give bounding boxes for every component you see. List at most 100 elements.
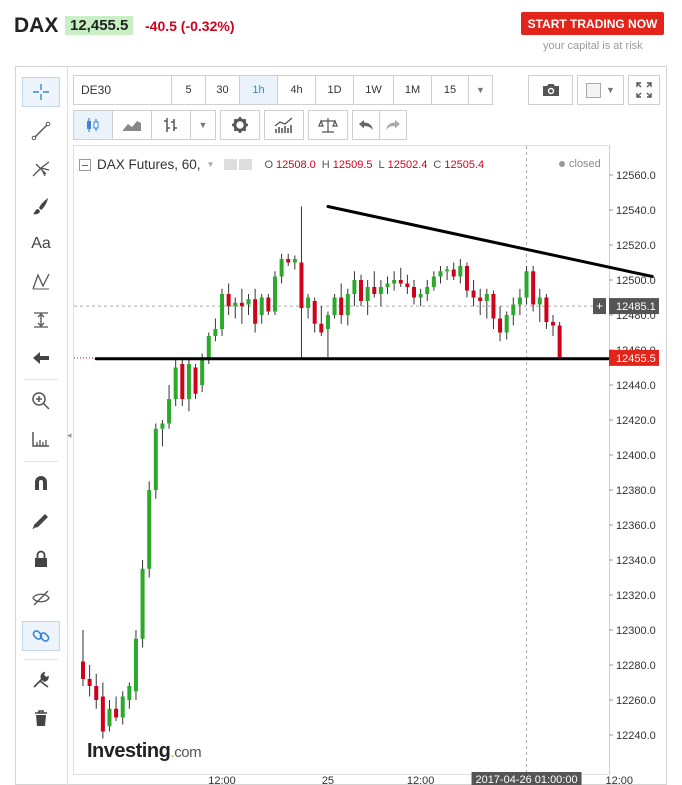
- candle-body: [524, 271, 529, 298]
- candle-body: [412, 287, 416, 298]
- timeframe-1m[interactable]: 1M: [394, 76, 432, 104]
- candle-body: [206, 336, 211, 359]
- candle-body: [186, 364, 191, 399]
- last-price-label: 12455.5: [616, 353, 656, 365]
- chart-type-dropdown[interactable]: ▼: [190, 110, 216, 140]
- candle-body: [359, 280, 364, 301]
- timeframe-15[interactable]: 15: [432, 76, 469, 104]
- line-chart-button[interactable]: [112, 110, 152, 140]
- timeframe-1w[interactable]: 1W: [354, 76, 394, 104]
- y-tick-label: 12440.0: [616, 380, 656, 392]
- candle-body: [504, 315, 509, 333]
- legend-high-value: 12509.5: [332, 158, 373, 171]
- indicators-button[interactable]: [264, 110, 304, 140]
- candle-body: [292, 259, 297, 263]
- lock-icon: [35, 550, 47, 567]
- timeframe-5[interactable]: 5: [172, 76, 206, 104]
- status-dot-icon: [559, 161, 565, 168]
- sync-drawings-tool[interactable]: [22, 621, 60, 651]
- lock-tool[interactable]: [22, 544, 60, 574]
- market-status-label: closed: [569, 158, 601, 170]
- fullscreen-button[interactable]: [628, 75, 660, 105]
- settings-button[interactable]: [220, 110, 260, 140]
- legend-settings-icon[interactable]: [224, 159, 238, 170]
- text-tool[interactable]: Aa: [22, 229, 60, 259]
- candle-body: [517, 297, 522, 305]
- zoom-tool[interactable]: [22, 386, 60, 416]
- pattern-tool[interactable]: [22, 267, 60, 297]
- collapse-toolbar-icon[interactable]: ◂: [67, 430, 72, 440]
- color-picker-button[interactable]: ▼: [577, 75, 624, 105]
- candle-body: [286, 259, 291, 263]
- hide-tool[interactable]: [22, 583, 60, 613]
- timeframe-1h[interactable]: 1h: [240, 76, 278, 104]
- toolbar-divider: [24, 461, 58, 462]
- bars-button[interactable]: [151, 110, 191, 140]
- compare-button[interactable]: [308, 110, 348, 140]
- candle-body: [100, 696, 105, 732]
- tools-tool[interactable]: [22, 665, 60, 695]
- market-status: closed: [559, 158, 601, 170]
- candle-body: [173, 367, 178, 399]
- bars-icon: [164, 118, 177, 132]
- timeframe-1d[interactable]: 1D: [316, 76, 354, 104]
- candle-body: [385, 283, 390, 287]
- y-tick-label: 12420.0: [616, 415, 656, 427]
- candle-body: [352, 280, 357, 294]
- candle-body: [319, 323, 324, 333]
- candle-body: [120, 696, 125, 718]
- symbol-input[interactable]: DE30: [74, 76, 172, 104]
- snapshot-button[interactable]: [528, 75, 573, 105]
- candle-body: [544, 297, 549, 322]
- candle-body: [392, 280, 397, 284]
- area-chart-icon: [123, 121, 141, 131]
- redo-icon: [386, 120, 400, 130]
- legend-collapse-icon[interactable]: [79, 158, 91, 171]
- candle-body: [299, 262, 304, 308]
- start-trading-button[interactable]: START TRADING NOW: [521, 12, 664, 35]
- candle-body: [167, 399, 172, 424]
- crosshair-plus-icon: +: [596, 299, 603, 313]
- eye-icon: [32, 590, 50, 606]
- timeframe-4h[interactable]: 4h: [278, 76, 316, 104]
- caret-down-icon: ▼: [476, 85, 485, 95]
- color-swatch-icon: [586, 82, 602, 98]
- candle-body: [418, 294, 423, 298]
- ruler-tool[interactable]: [22, 424, 60, 454]
- arrow-tool[interactable]: [22, 343, 60, 373]
- price-change: -40.5 (-0.32%): [145, 18, 235, 34]
- pencil-tool[interactable]: [22, 506, 60, 536]
- y-tick-label: 12300.0: [616, 625, 656, 637]
- x-tick-label: 25: [322, 775, 334, 785]
- y-tick-label: 12240.0: [616, 730, 656, 742]
- measure-tool[interactable]: [22, 305, 60, 335]
- crosshair-tool[interactable]: [22, 77, 60, 107]
- candles-button[interactable]: [73, 110, 113, 140]
- text-icon: Aa: [31, 235, 51, 252]
- timeframe-30[interactable]: 30: [206, 76, 240, 104]
- redo-button[interactable]: [379, 110, 407, 140]
- timeframe-toolbar: DE30 5 30 1h 4h 1D 1W 1M 15 ▼: [73, 75, 493, 105]
- candle-body: [312, 301, 317, 324]
- chart-pane[interactable]: [73, 145, 609, 775]
- y-tick-label: 12400.0: [616, 450, 656, 462]
- candle-body: [213, 329, 218, 336]
- legend-close-value: 12505.4: [444, 158, 485, 171]
- candle-body: [279, 259, 284, 277]
- remove-drawings-tool[interactable]: [22, 703, 60, 733]
- brush-tool[interactable]: [22, 191, 60, 221]
- timeframe-dropdown[interactable]: ▼: [469, 76, 492, 104]
- chart-type-toolbar: ▼: [73, 110, 407, 140]
- brand-name: Investing: [87, 740, 171, 762]
- price-axis[interactable]: [609, 145, 659, 775]
- pitchfork-tool[interactable]: [22, 153, 60, 183]
- legend-caret-icon[interactable]: ▼: [206, 160, 215, 169]
- crosshair-time-label-bg: [471, 772, 582, 785]
- candle-body: [491, 294, 496, 319]
- trend-line-tool[interactable]: [22, 116, 60, 146]
- legend-close-icon[interactable]: [239, 159, 253, 170]
- legend-open-key: O: [264, 158, 274, 171]
- candle-body: [498, 318, 503, 333]
- magnet-tool[interactable]: [22, 468, 60, 498]
- candle-body: [160, 423, 165, 429]
